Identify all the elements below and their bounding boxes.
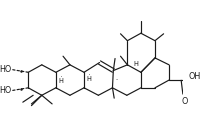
Text: O: O [181,97,188,106]
Text: Ḣ: Ḣ [87,75,91,82]
Text: ·: · [115,78,117,83]
Text: H: H [133,61,138,67]
Text: OH: OH [189,72,200,81]
Text: HO: HO [0,65,12,74]
Text: HO: HO [0,86,12,95]
Text: Ḣ: Ḣ [58,77,63,83]
